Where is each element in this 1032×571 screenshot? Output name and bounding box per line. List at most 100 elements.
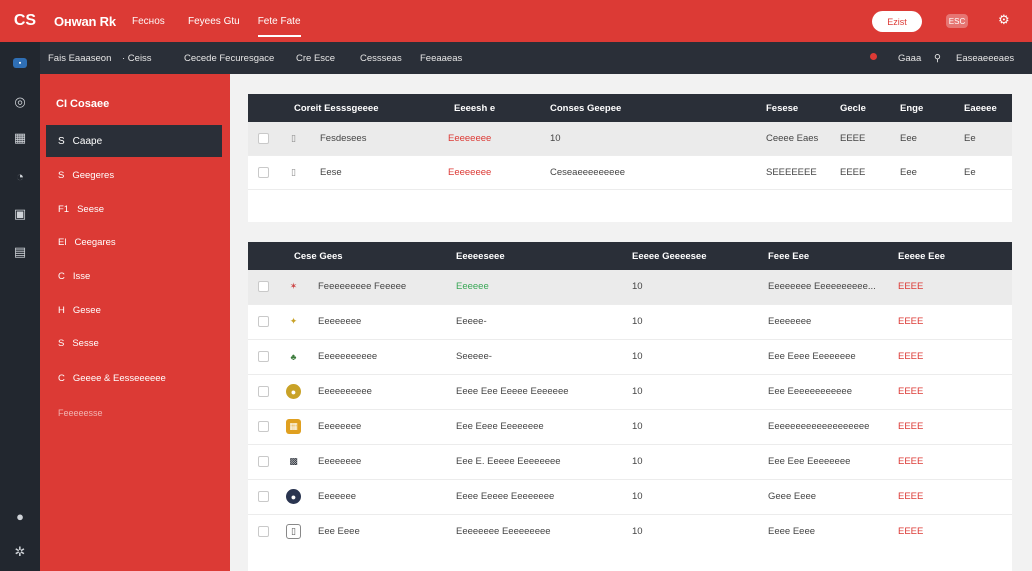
subbar-right-label[interactable]: Gaaa [898, 53, 922, 64]
row-count: 10 [632, 456, 643, 467]
sidebar-item-1[interactable]: S Geegeres [58, 170, 114, 181]
sidebar-item-label: Ceegares [74, 237, 116, 248]
table-row[interactable]: ● Eeeeeee Eeee Eeeee Eeeeeeee 10 Geee Ee… [248, 480, 1012, 515]
flag-icon[interactable]: ▪ [13, 58, 27, 68]
table-row[interactable]: ✦ Eeeeeeee Eeeee- 10 Eeeeeeee EEEE [248, 305, 1012, 340]
row-value: SEEEEEEE [766, 167, 817, 178]
tree-icon: ♣ [290, 351, 297, 362]
sidebar-item-label: Seese [77, 204, 105, 215]
row-checkbox[interactable] [258, 133, 269, 144]
sidebar-item-icon: S [58, 170, 65, 181]
row-checkbox[interactable] [258, 456, 269, 467]
column-header[interactable]: Eeeee Geeeesee [632, 251, 707, 262]
sidebar-item-icon: C [58, 373, 65, 384]
column-header[interactable]: Conses Geepee [550, 103, 622, 114]
bell-icon[interactable]: ◎ [14, 94, 26, 109]
row-status: Eeeeeeee [448, 133, 492, 144]
row-info: Eeee Eeee [768, 526, 816, 537]
calendar-icon[interactable]: ▣ [13, 206, 27, 221]
table-header: Cese Gees Eeeeeseee Eeeee Geeeesee Feee … [248, 242, 1012, 270]
row-checkbox[interactable] [258, 351, 269, 362]
chart-icon[interactable]: ◔ [16, 168, 24, 184]
sub-bar: Fais Eaaaseon · Ceiss Cecede Fecuresgace… [0, 42, 1032, 74]
gear-icon[interactable]: ✲ [14, 544, 26, 559]
table-row[interactable]: ▯ Fesdesees Eeeeeeee 10 Ceeee Eaes EEEE … [248, 122, 1012, 156]
column-header[interactable]: Gecle [840, 103, 866, 114]
column-header[interactable]: Coreit Eesssgeeee [294, 103, 379, 114]
row-name: Eeeeeeee [318, 316, 362, 327]
notification-dot-icon [870, 53, 877, 60]
table-row[interactable]: ▯ Eese Eeeeeeee Ceseaeeeeeeeee SEEEEEEE … [248, 156, 1012, 190]
table-header: Coreit Eesssgeeee Eeeesh e Conses Geepee… [248, 94, 1012, 122]
row-value: Eee [900, 167, 917, 178]
column-header[interactable]: Fesese [766, 103, 799, 114]
table-row[interactable]: ▩ Eeeeeeee Eee E. Eeeee Eeeeeeee 10 Eee … [248, 445, 1012, 480]
row-price: EEEE [898, 421, 924, 432]
top-bar: CS Oнwan Rk Fecнos Feyees Gtu Fete Fate … [0, 0, 1032, 42]
row-checkbox[interactable] [258, 167, 269, 178]
user-icon[interactable]: ● [16, 508, 24, 524]
sidebar-item-3[interactable]: El Ceegares [58, 237, 116, 248]
sidebar-item-active[interactable]: S Caape [46, 125, 222, 157]
sidebar-item-icon: El [58, 237, 67, 248]
column-header[interactable]: Eaeeee [964, 103, 997, 114]
row-checkbox[interactable] [258, 526, 269, 537]
row-name: Eee Eeee [318, 526, 360, 537]
row-status: Seeeee- [456, 351, 492, 362]
row-checkbox[interactable] [258, 386, 269, 397]
subbar-item-2[interactable]: · Ceiss [122, 53, 152, 64]
subbar-item-1[interactable]: Fais Eaaaseon [48, 53, 112, 64]
sidebar-footer[interactable]: Feeeeesse [58, 408, 103, 418]
layers-icon[interactable]: ▤ [13, 244, 27, 259]
subbar-item-6[interactable]: Feeaaeas [420, 53, 463, 64]
subbar-item-4[interactable]: Cre Esce [296, 53, 336, 64]
row-count: 10 [632, 491, 643, 502]
row-name: Eese [320, 167, 342, 178]
row-value: EEEE [840, 167, 866, 178]
column-header[interactable]: Eeeeeseee [456, 251, 505, 262]
table-row[interactable]: ▦ Eeeeeeee Eee Eeee Eeeeeeee 10 Eeeeeeee… [248, 410, 1012, 445]
row-status: Eeeeeeee Eeeeeeeee [456, 526, 551, 537]
row-checkbox[interactable] [258, 421, 269, 432]
grid-icon[interactable]: ▦ [13, 130, 27, 145]
sidebar-item-label: Geegeres [72, 170, 115, 181]
file-icon: ▯ [291, 133, 296, 143]
sidebar-item-4[interactable]: C Isse [58, 271, 90, 282]
sidebar-item-2[interactable]: F1 Seese [58, 204, 104, 215]
subbar-item-5[interactable]: Cessseas [360, 53, 402, 64]
row-price: EEEE [898, 316, 924, 327]
subbar-right-label-2[interactable]: Easeaeeeaes [956, 53, 1015, 64]
sidebar-item-6[interactable]: S Sesse [58, 338, 99, 349]
search-icon[interactable]: ⚲ [934, 53, 941, 64]
row-info: Eeeeeeeeeeeeeeeeeee [768, 421, 870, 432]
row-status: Eeee Eeeee Eeeeeeee [456, 491, 555, 502]
column-header[interactable]: Enge [900, 103, 924, 114]
column-header[interactable]: Feee Eee [768, 251, 810, 262]
column-header[interactable]: Eeeesh e [454, 103, 496, 114]
row-status: Eeeee- [456, 316, 487, 327]
settings-icon[interactable]: ⚙ [998, 12, 1010, 27]
table-row[interactable]: ✶ Feeeeeeeee Feeeee Eeeeee 10 Eeeeeeee E… [248, 270, 1012, 305]
column-header[interactable]: Eeeee Eee [898, 251, 946, 262]
row-price: EEEE [898, 386, 924, 397]
table-row[interactable]: ♣ Eeeeeeeeeee Seeeee- 10 Eee Eeee Eeeeee… [248, 340, 1012, 375]
top-nav-item-2[interactable]: Fete Fate [257, 16, 301, 37]
table-row[interactable]: ● Eeeeeeeeee Eeee Eee Eeeee Eeeeeee 10 E… [248, 375, 1012, 410]
row-name: Eeeeeee [318, 491, 357, 502]
subbar-item-3[interactable]: Cecede Fecuresgace [184, 53, 275, 64]
row-price: EEEE [898, 281, 924, 292]
brand-name: Oнwan Rk [54, 14, 116, 29]
table-row[interactable]: ▯ Eee Eeee Eeeeeeee Eeeeeeeee 10 Eeee Ee… [248, 515, 1012, 550]
primary-button[interactable]: Ezist [872, 11, 922, 32]
row-name: Fesdesees [320, 133, 367, 144]
escape-badge[interactable]: ESC [946, 14, 968, 28]
sidebar-item-5[interactable]: H Gesee [58, 305, 101, 316]
row-checkbox[interactable] [258, 281, 269, 292]
sidebar-item-label: Caape [72, 135, 103, 147]
row-checkbox[interactable] [258, 491, 269, 502]
column-header[interactable]: Cese Gees [294, 251, 343, 262]
sidebar-item-7[interactable]: C Geeee & Eesseeeeee [58, 373, 166, 384]
top-nav-item-1[interactable]: Feyees Gtu [188, 16, 240, 27]
row-checkbox[interactable] [258, 316, 269, 327]
logo[interactable]: CS [13, 12, 37, 29]
